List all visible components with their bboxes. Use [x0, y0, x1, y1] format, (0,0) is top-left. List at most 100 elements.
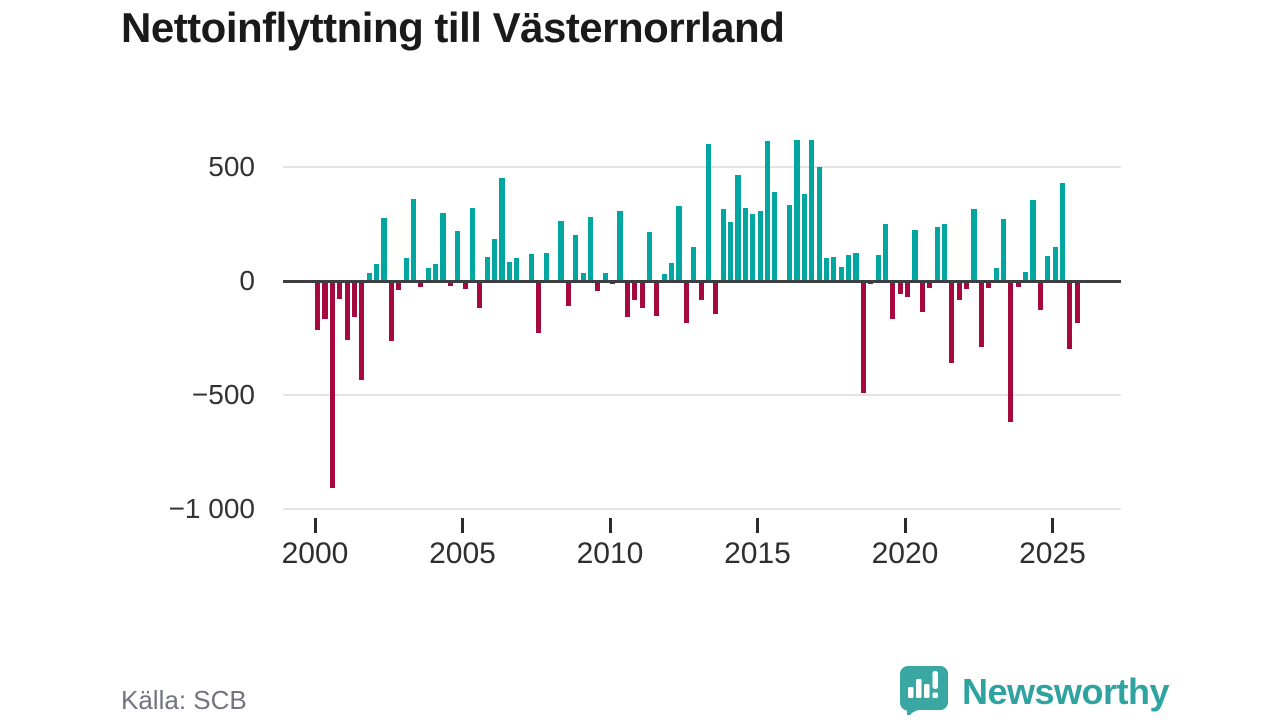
bar — [1000, 219, 1007, 281]
y-gridline — [283, 166, 1121, 168]
bar — [543, 252, 549, 281]
bar — [941, 224, 948, 281]
bar — [425, 268, 431, 281]
bar — [1015, 281, 1021, 287]
bar — [587, 217, 594, 281]
bar — [683, 281, 689, 324]
bar — [499, 178, 505, 281]
y-axis-label: 0 — [239, 265, 255, 296]
y-axis-label: −500 — [191, 379, 255, 410]
bar — [410, 198, 417, 281]
bar — [359, 281, 365, 381]
bar — [978, 281, 984, 348]
bar — [646, 231, 653, 281]
bar — [639, 281, 645, 309]
bar — [1052, 246, 1058, 281]
bar — [388, 281, 394, 342]
bar — [1023, 271, 1029, 281]
bar — [772, 192, 778, 281]
bar — [661, 274, 667, 281]
bar — [1045, 255, 1051, 281]
bar — [868, 281, 874, 285]
bar — [794, 139, 800, 281]
bar — [1074, 281, 1080, 324]
bar — [669, 262, 675, 281]
bar — [816, 167, 822, 281]
bar — [351, 281, 358, 318]
bar — [492, 238, 498, 281]
bar — [831, 257, 837, 281]
x-axis-label: 2015 — [724, 537, 791, 570]
bar — [787, 204, 793, 281]
x-axis-label: 2025 — [1019, 537, 1086, 570]
bar — [971, 209, 977, 281]
bar — [396, 281, 402, 291]
newsworthy-logo-text: Newsworthy — [962, 670, 1170, 712]
bar — [949, 281, 955, 364]
bar — [823, 258, 830, 281]
bar — [374, 263, 380, 281]
bar — [506, 261, 512, 281]
y-gridline — [283, 508, 1121, 510]
bar — [1008, 281, 1014, 423]
bar — [890, 281, 896, 319]
bar — [705, 144, 712, 281]
bar — [728, 221, 734, 281]
bar — [418, 281, 424, 287]
bar — [764, 140, 771, 281]
bar — [742, 208, 748, 281]
bar — [610, 281, 616, 285]
bar — [366, 273, 372, 281]
bar — [403, 258, 409, 281]
bar — [875, 254, 881, 281]
bar — [993, 268, 999, 281]
page-title: Nettoinflyttning till Västernorrland — [121, 4, 785, 51]
bar — [624, 281, 630, 318]
bar — [846, 254, 852, 281]
bar — [462, 281, 468, 289]
bar — [617, 211, 623, 281]
x-axis-tick — [461, 518, 464, 533]
bar — [882, 224, 889, 281]
bar — [735, 174, 741, 281]
y-axis-label: 500 — [208, 151, 255, 182]
bar — [558, 220, 564, 281]
bar — [654, 281, 660, 317]
bar — [964, 281, 970, 289]
chart-plot-area: 2000 2005 2010 2015 2020 2025 — [282, 139, 1121, 570]
bar — [484, 257, 490, 281]
bar — [860, 281, 866, 393]
bar — [315, 281, 321, 331]
newsworthy-logo: Newsworthy — [897, 663, 1170, 720]
bar — [720, 209, 726, 281]
y-gridline — [283, 394, 1121, 396]
x-axis-label: 2010 — [576, 537, 644, 570]
bar — [927, 281, 933, 288]
bar — [381, 218, 387, 281]
bar — [750, 213, 756, 281]
x-axis-tick — [903, 518, 907, 533]
bar — [602, 273, 608, 281]
bar — [455, 230, 461, 281]
bar — [1067, 281, 1073, 350]
bar — [477, 281, 483, 309]
bar — [565, 281, 571, 307]
bar — [580, 273, 586, 281]
bar — [514, 258, 520, 281]
bar — [447, 281, 453, 286]
zero-axis-line — [283, 279, 1121, 283]
x-axis-tick — [608, 518, 612, 533]
bar — [698, 281, 704, 301]
bar — [905, 281, 911, 297]
bar — [713, 281, 719, 315]
x-axis-label: 2005 — [429, 537, 496, 570]
bar — [528, 253, 535, 281]
bar — [838, 267, 844, 281]
x-axis-label: 2020 — [871, 537, 939, 570]
bar — [912, 229, 918, 281]
bar — [676, 205, 682, 281]
x-axis-tick — [756, 518, 759, 533]
bar — [1059, 182, 1066, 281]
bar — [322, 281, 328, 319]
bar — [956, 281, 962, 301]
